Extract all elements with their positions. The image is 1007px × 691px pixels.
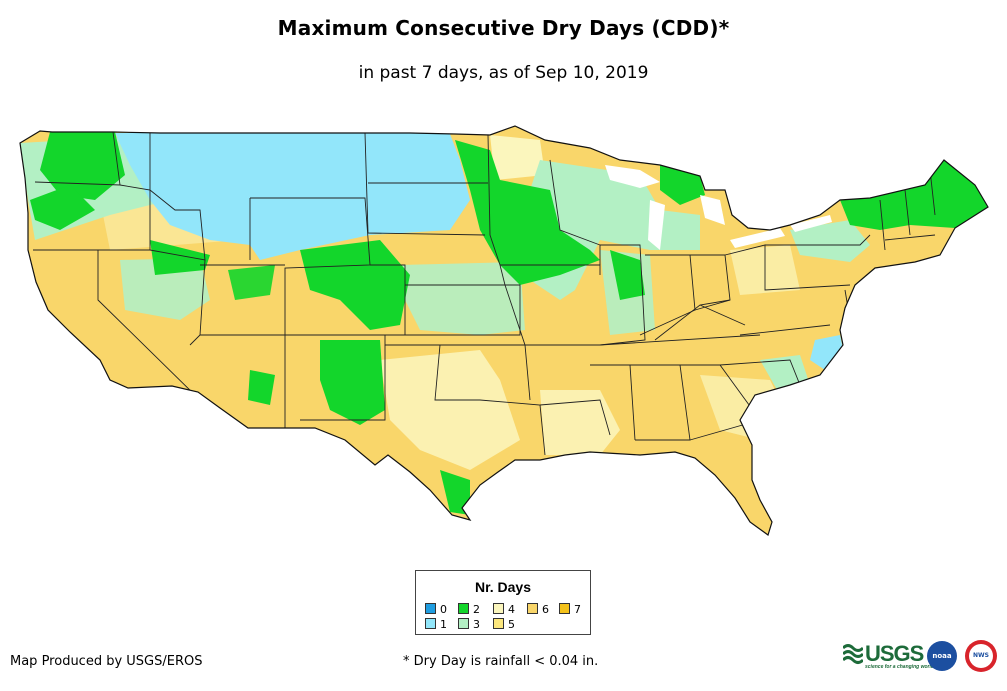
region-2-days-minnesota-iowa xyxy=(455,140,600,285)
legend-swatch-0 xyxy=(425,603,436,614)
region-2-days-utah xyxy=(228,265,275,300)
region-4-days-texas xyxy=(380,350,520,470)
state-borders xyxy=(33,131,936,456)
region-2-days-arizona xyxy=(248,370,275,405)
region-4-days-north-minnesota xyxy=(490,135,545,180)
map-credit: Map Produced by USGS/EROS xyxy=(10,654,203,669)
legend-item-3: 3 xyxy=(458,618,480,631)
legend-title: Nr. Days xyxy=(474,579,532,595)
legend-item-6: 6 xyxy=(527,603,549,616)
legend-swatch-2 xyxy=(458,603,469,614)
region-2-days-colorado xyxy=(300,240,410,330)
legend-swatch-1 xyxy=(425,618,436,629)
usgs-wave-icon xyxy=(843,644,863,664)
lake-huron xyxy=(700,195,725,225)
region-2-days-new-england xyxy=(840,160,988,230)
region-2-days-new-mexico xyxy=(320,340,385,425)
map-subtitle: in past 7 days, as of Sep 10, 2019 xyxy=(358,63,649,83)
region-3-days-plains xyxy=(400,262,525,335)
region-2-days-illinois xyxy=(610,250,645,300)
lake-michigan xyxy=(648,200,665,250)
legend-item-7: 7 xyxy=(559,603,581,616)
legend-swatch-4 xyxy=(493,603,504,614)
legend-item-2: 2 xyxy=(458,603,480,616)
region-2-days-michigan xyxy=(660,165,705,205)
map-title: Maximum Consecutive Dry Days (CDD)* xyxy=(277,16,730,40)
region-2-days-south-texas xyxy=(440,470,470,515)
dry-day-footnote: * Dry Day is rainfall < 0.04 in. xyxy=(403,654,599,669)
legend: Nr. Days 0 1 2 3 4 5 6 7 xyxy=(415,570,591,635)
legend-item-0: 0 xyxy=(425,603,447,616)
region-3-days-nevada xyxy=(120,258,210,320)
usgs-logo: USGS science for a changing world xyxy=(843,641,934,671)
legend-item-5: 5 xyxy=(493,618,515,631)
legend-swatch-7 xyxy=(559,603,570,614)
nws-logo: NWS xyxy=(965,640,997,672)
region-3-days-new-york xyxy=(790,220,870,262)
agency-logos: USGS science for a changing world noaa N… xyxy=(843,637,1003,677)
lake-superior xyxy=(605,165,660,188)
legend-swatch-6 xyxy=(527,603,538,614)
lake-ontario xyxy=(790,215,832,232)
legend-item-1: 1 xyxy=(425,618,447,631)
legend-item-4: 4 xyxy=(493,603,515,616)
legend-swatch-5 xyxy=(493,618,504,629)
region-2-days-great-basin xyxy=(150,240,210,275)
lake-erie xyxy=(730,228,785,248)
region-1-day-northern-plains xyxy=(115,133,470,260)
region-2-days-oregon-coast xyxy=(30,185,95,230)
us-outline xyxy=(19,125,989,536)
noaa-logo: noaa xyxy=(927,641,957,671)
legend-swatch-3 xyxy=(458,618,469,629)
region-4-days-louisiana xyxy=(540,390,620,455)
